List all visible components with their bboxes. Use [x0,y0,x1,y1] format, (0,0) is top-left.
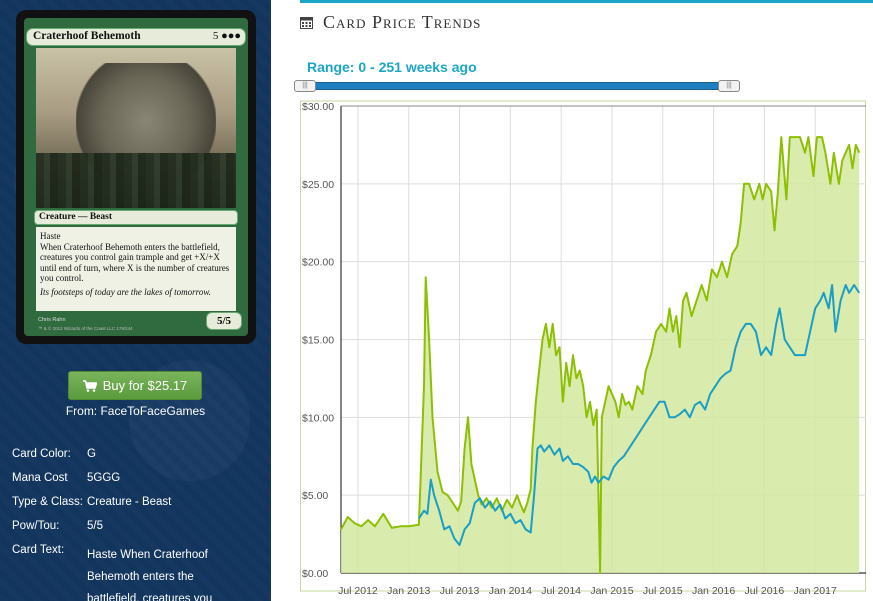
card-rules-1: Haste [40,231,61,241]
price-chart: $0.00 $5.00 $10.00 $15.00 $20.00 $25.00 $30.00… [300,100,866,597]
x-tick-label: Jan 2015 [590,585,633,597]
y-tick-label: $10.00 [302,412,334,424]
info-label: Mana Cost [12,472,68,484]
card-image: Craterhoof Behemoth 5 ●●● Creature — Bea… [16,10,256,344]
card-type-line: Creature — Beast [39,212,112,222]
trees-art-icon [36,153,236,208]
range-label: Range: 0 - 251 weeks ago [307,59,477,75]
x-tick-label: Jul 2015 [643,585,683,597]
y-tick-label: $20.00 [302,257,334,269]
info-label: Card Color: [12,448,71,460]
accent-bar [300,0,873,3]
y-tick-label: $0.00 [302,568,328,580]
seller-label: From: FaceToFaceGames [65,404,206,418]
calendar-icon [300,17,313,29]
buy-button[interactable]: Buy for $25.17 [68,371,202,400]
section-heading: Card Price Trends [300,12,481,33]
seller-link[interactable]: From: FaceToFaceGames [0,404,271,418]
card-artist: Chris Rahn [38,317,66,323]
buy-button-label: Buy for $25.17 [102,378,188,393]
chart-border [300,100,866,592]
y-tick-label: $5.00 [302,490,328,502]
card-name: Craterhoof Behemoth [33,30,141,42]
series-line-0 [340,136,861,574]
card-legal: ™ & © 2012 Wizards of the Coast LLC 179/… [38,326,133,331]
series-line-1 [418,284,861,546]
info-label: Card Text: [12,544,65,556]
x-tick-label: Jan 2014 [489,585,532,597]
info-value: Creature - Beast [87,496,172,508]
info-value: 5/5 [87,520,103,532]
price-trends-panel: Card Price Trends Range: 0 - 251 weeks a… [294,0,873,601]
card-mana-cost: 5 ●●● [212,30,241,42]
slider-track[interactable] [300,82,740,90]
slider-handle-left[interactable]: ||| [294,80,316,92]
card-flavor: Its footsteps of today are the lakes of … [40,286,211,297]
card-rules-2: When Craterhoof Behemoth enters the batt… [40,241,230,284]
y-tick-label: $15.00 [302,335,334,347]
cart-icon [82,379,97,392]
range-slider[interactable]: ||| ||| [294,80,742,92]
y-tick-label: $25.00 [302,179,334,191]
x-tick-label: Jul 2012 [338,585,378,597]
card-power-toughness: 5/5 [206,312,242,330]
x-tick-label: Jan 2013 [387,585,430,597]
info-label: Type & Class: [12,496,83,508]
info-value: 5GGG [87,472,121,484]
card-title-bar: Craterhoof Behemoth 5 ●●● [26,28,246,46]
x-tick-label: Jul 2016 [745,585,785,597]
slider-handle-right[interactable]: ||| [718,80,740,92]
card-type-bar: Creature — Beast [34,210,238,225]
y-tick-label: $30.00 [302,101,334,113]
section-title: Card Price Trends [323,12,482,32]
card-text-box: Haste When Craterhoof Behemoth enters th… [36,227,236,311]
x-tick-label: Jan 2017 [794,585,837,597]
x-tick-label: Jul 2014 [541,585,581,597]
card-art [36,48,236,208]
x-tick-label: Jan 2016 [692,585,735,597]
x-tick-label: Jul 2013 [440,585,480,597]
info-value: G [87,448,96,460]
sidebar: Craterhoof Behemoth 5 ●●● Creature — Bea… [0,0,271,601]
info-label: Pow/Tou: [12,520,60,532]
info-value: Haste When Craterhoof Behemoth enters th… [87,549,213,601]
